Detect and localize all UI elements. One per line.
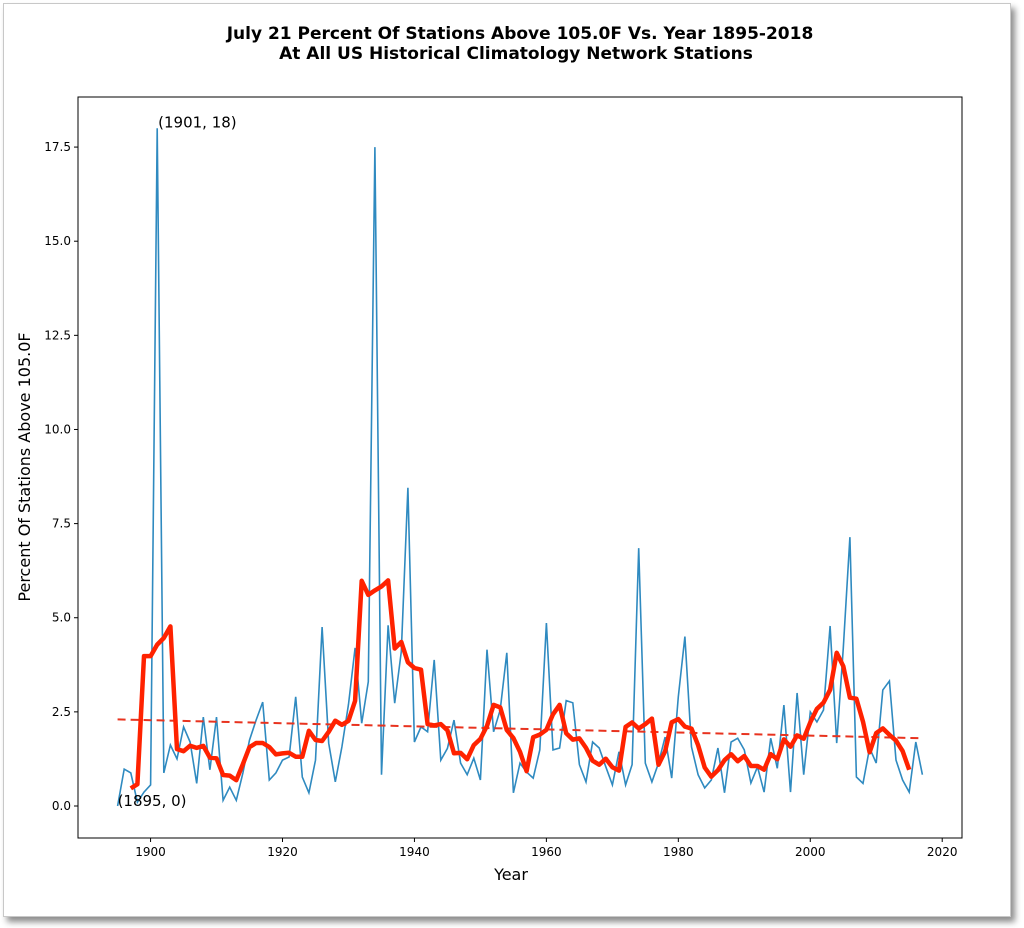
figure-frame — [3, 3, 1011, 917]
y-tick-label: 15.0 — [44, 234, 71, 248]
y-tick-label: 2.5 — [52, 705, 71, 719]
annotation-max: (1901, 18) — [158, 113, 237, 131]
series-line-percent — [116, 128, 924, 807]
x-tick-label: 1980 — [663, 845, 694, 859]
x-tick-label: 1900 — [135, 845, 166, 859]
chart-title-line-1: July 21 Percent Of Stations Above 105.0F… — [226, 24, 814, 44]
y-tick-label: 5.0 — [52, 611, 71, 625]
y-tick-label: 10.0 — [44, 422, 71, 436]
y-tick-label: 17.5 — [44, 140, 71, 154]
y-tick-label: 0.0 — [52, 799, 71, 813]
trend-line — [117, 718, 923, 740]
series-line-moving-average — [129, 578, 912, 791]
x-tick-label: 2000 — [795, 845, 826, 859]
x-tick-label: 1940 — [399, 845, 430, 859]
x-tick-label: 1960 — [531, 845, 562, 859]
x-axis-label: Year — [493, 865, 528, 884]
x-tick-label: 1920 — [267, 845, 298, 859]
plot-area-border — [77, 96, 963, 839]
chart-title-line-2: At All US Historical Climatology Network… — [279, 44, 753, 64]
annotation-start: (1895, 0) — [118, 792, 187, 810]
y-tick-label: 7.5 — [52, 517, 71, 531]
y-axis-label: Percent Of Stations Above 105.0F — [15, 332, 34, 601]
y-tick-label: 12.5 — [44, 328, 71, 342]
x-tick-label: 2020 — [927, 845, 958, 859]
